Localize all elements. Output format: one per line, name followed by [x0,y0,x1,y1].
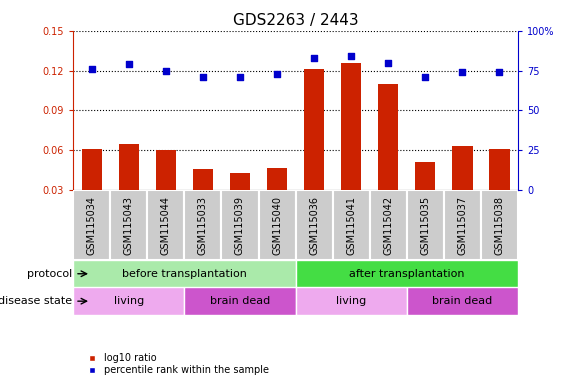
FancyBboxPatch shape [444,190,481,260]
Bar [304,69,324,190]
Point [87,66,96,72]
Point [310,55,319,61]
FancyBboxPatch shape [185,190,221,260]
Text: GSM115038: GSM115038 [494,195,504,255]
Bar [155,151,176,190]
Text: GSM115036: GSM115036 [309,195,319,255]
Bar [119,144,139,190]
FancyBboxPatch shape [296,190,333,260]
Bar [341,63,361,190]
Text: GSM115041: GSM115041 [346,195,356,255]
Bar [452,146,472,190]
Bar [82,149,102,190]
Title: GDS2263 / 2443: GDS2263 / 2443 [233,13,359,28]
FancyBboxPatch shape [185,288,296,315]
Bar [489,149,510,190]
Text: GSM115044: GSM115044 [161,195,171,255]
Text: GSM115034: GSM115034 [87,195,97,255]
Text: brain dead: brain dead [432,296,493,306]
Text: GSM115039: GSM115039 [235,195,245,255]
Text: GSM115043: GSM115043 [124,195,134,255]
FancyBboxPatch shape [110,190,148,260]
Text: brain dead: brain dead [210,296,270,306]
Point [458,69,467,75]
Point [124,61,133,67]
FancyBboxPatch shape [296,288,406,315]
Text: before transplantation: before transplantation [122,269,247,279]
Text: living: living [336,296,367,306]
FancyBboxPatch shape [258,190,296,260]
Bar [267,168,287,190]
FancyBboxPatch shape [73,288,185,315]
Bar [230,173,250,190]
Point [384,60,393,66]
Point [347,53,356,59]
Text: disease state: disease state [0,296,73,306]
FancyBboxPatch shape [73,260,296,288]
FancyBboxPatch shape [296,260,518,288]
FancyBboxPatch shape [221,190,258,260]
FancyBboxPatch shape [481,190,518,260]
Point [272,71,282,77]
Text: GSM115040: GSM115040 [272,195,282,255]
Point [198,74,207,80]
FancyBboxPatch shape [370,190,406,260]
Text: GSM115033: GSM115033 [198,195,208,255]
Text: living: living [114,296,144,306]
Legend: log10 ratio, percentile rank within the sample: log10 ratio, percentile rank within the … [78,349,273,379]
FancyBboxPatch shape [406,288,518,315]
Text: GSM115042: GSM115042 [383,195,393,255]
Text: protocol: protocol [27,269,73,279]
Point [495,69,504,75]
Text: GSM115035: GSM115035 [421,195,430,255]
Bar [193,169,213,190]
Point [235,74,244,80]
FancyBboxPatch shape [73,190,110,260]
Bar [415,162,436,190]
FancyBboxPatch shape [148,190,185,260]
Text: after transplantation: after transplantation [349,269,464,279]
FancyBboxPatch shape [333,190,370,260]
Bar [378,84,399,190]
Point [162,68,171,74]
FancyBboxPatch shape [406,190,444,260]
Point [421,74,430,80]
Text: GSM115037: GSM115037 [457,195,467,255]
